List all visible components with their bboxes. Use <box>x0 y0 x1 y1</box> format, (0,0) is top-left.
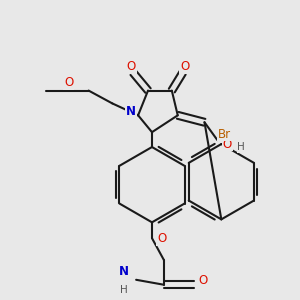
Text: H: H <box>120 285 128 295</box>
Text: N: N <box>126 105 136 118</box>
Text: H: H <box>237 142 245 152</box>
Text: O: O <box>180 60 189 73</box>
Text: N: N <box>119 266 129 278</box>
Text: O: O <box>223 138 232 151</box>
Text: O: O <box>127 60 136 73</box>
Text: O: O <box>199 274 208 287</box>
Text: O: O <box>157 232 167 245</box>
Text: O: O <box>64 76 74 89</box>
Text: Br: Br <box>218 128 231 141</box>
